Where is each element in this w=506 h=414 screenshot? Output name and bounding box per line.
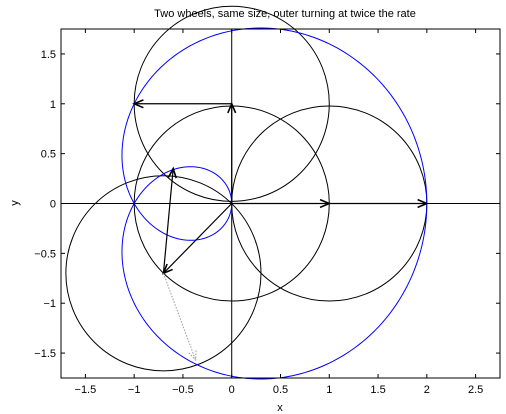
arrow-5: [161, 203, 233, 275]
arrow-shaft: [162, 168, 174, 274]
y-tick-label: 0.5: [41, 149, 56, 161]
y-tick-label: −1.5: [34, 348, 56, 360]
y-tick-label: 1: [50, 99, 56, 111]
y-axis-title: y: [9, 200, 21, 206]
axis-ticks: −1.5 −1 −0.5 0 0.5 1 1.5 2 2.5 −1.5 −1 −0.5 0 0.5 1 1.5: [34, 29, 500, 396]
x-tick-label: −1.5: [75, 384, 97, 396]
x-tick-label: −0.5: [172, 384, 194, 396]
y-tick-label: −1: [43, 298, 56, 310]
y-tick-label: 0: [50, 199, 56, 211]
y-tick-label: 1.5: [41, 49, 56, 61]
arrow-head: [161, 263, 173, 275]
x-tick-label: −1: [128, 384, 141, 396]
y-tick-label: −0.5: [34, 248, 56, 260]
x-tick-label: 1.5: [370, 384, 385, 396]
arrow-head: [188, 350, 197, 362]
arrow-4: [329, 198, 429, 209]
x-tick-label: 1: [326, 384, 332, 396]
arrow-2: [132, 99, 232, 109]
arrow-shaft: [163, 203, 233, 274]
arrow-6: [162, 166, 177, 274]
x-tick-label: 2.5: [468, 384, 483, 396]
x-tick-label: 0.5: [273, 384, 288, 396]
chart-title: Two wheels, same size, outer turning at …: [154, 8, 416, 20]
wheel-circle-4: [65, 175, 262, 372]
arrow-7: [162, 273, 197, 362]
x-tick-label: 2: [424, 384, 430, 396]
arrow-head: [132, 99, 144, 109]
x-tick-label: 0: [229, 384, 235, 396]
arrow-head: [167, 166, 177, 179]
arrow-head: [417, 198, 429, 209]
x-axis-title: x: [277, 402, 283, 414]
arrow-shaft: [162, 273, 197, 361]
